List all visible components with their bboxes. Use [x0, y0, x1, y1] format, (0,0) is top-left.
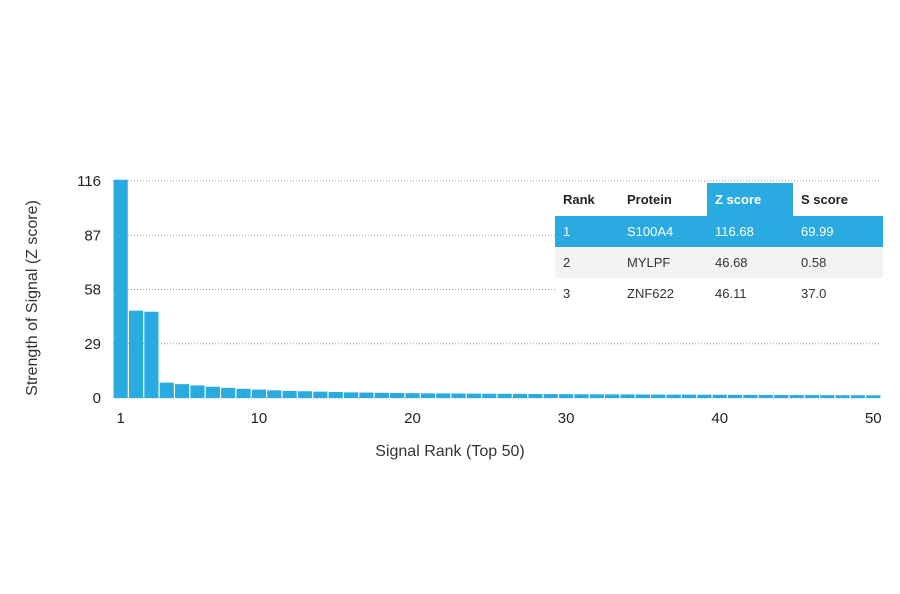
bar [512, 393, 528, 398]
bar [820, 395, 835, 398]
bar [159, 382, 174, 398]
z-score-cell: 116.68 [707, 216, 793, 247]
bar [866, 395, 881, 398]
bar [344, 392, 359, 398]
y-axis-title: Strength of Signal (Z score) [24, 200, 41, 396]
bar [267, 390, 282, 398]
z-score-cell: 46.11 [715, 286, 747, 301]
bar [374, 392, 389, 398]
bar [205, 386, 220, 398]
bar [850, 395, 866, 398]
y-tick-label: 116 [77, 173, 101, 190]
s-score-cell: 69.99 [793, 216, 883, 247]
bar [543, 394, 558, 398]
table-header-row: Rank Protein Z score S score [555, 183, 883, 216]
bar [789, 395, 804, 398]
bar [804, 395, 819, 398]
bar [497, 393, 512, 398]
x-tick-label: 20 [404, 410, 421, 427]
bar [651, 394, 666, 398]
bar [635, 394, 650, 398]
bar [313, 391, 328, 398]
x-tick-label: 40 [711, 410, 728, 427]
s-score-cell: 0.58 [793, 247, 883, 278]
bar [835, 395, 850, 398]
column-header-protein: Protein [627, 192, 672, 207]
bar [681, 394, 697, 398]
bar [589, 394, 604, 398]
x-tick-label: 50 [865, 410, 882, 427]
bar [728, 394, 743, 398]
y-tick-label: 29 [84, 336, 101, 353]
bar [712, 394, 727, 398]
x-tick-labels: 1 10 20 30 40 50 [117, 410, 882, 427]
bar [282, 390, 297, 398]
bar [482, 393, 497, 398]
z-score-cell: 46.68 [707, 247, 793, 278]
bar [113, 179, 128, 398]
protein-cell: ZNF622 [627, 286, 674, 301]
s-score-cell: 37.0 [801, 286, 827, 301]
y-tick-label: 58 [84, 282, 101, 299]
bar [605, 394, 620, 398]
bar [405, 393, 420, 398]
bars [113, 179, 881, 398]
bar [236, 388, 251, 398]
y-tick-label: 87 [84, 227, 101, 244]
y-tick-labels: 0 29 58 87 116 [77, 173, 101, 407]
rank-cell: 1 [555, 216, 619, 247]
bar [390, 392, 405, 398]
bar [436, 393, 451, 398]
bar [420, 393, 435, 398]
protein-cell: MYLPF [619, 247, 707, 278]
protein-cell: S100A4 [619, 216, 707, 247]
table-row: 3 ZNF622 46.11 37.0 [555, 278, 883, 309]
bar [743, 394, 758, 398]
bar [451, 393, 466, 398]
x-axis-title: Signal Rank (Top 50) [375, 443, 524, 460]
bar [221, 387, 236, 398]
bar [559, 394, 574, 398]
table-row: 1 S100A4 116.68 69.99 [555, 216, 883, 247]
y-tick-label: 0 [93, 390, 101, 407]
table-row: 2 MYLPF 46.68 0.58 [555, 247, 883, 278]
column-header-s-score: S score [801, 192, 848, 207]
bar [128, 310, 144, 398]
bar [666, 394, 681, 398]
column-header-z-score: Z score [707, 183, 793, 216]
bar [297, 391, 313, 398]
bar [466, 393, 482, 398]
bar [528, 393, 543, 398]
rank-cell: 3 [563, 286, 571, 301]
bar [574, 394, 589, 398]
bar [175, 384, 190, 398]
bar [620, 394, 635, 398]
bar [774, 394, 789, 398]
x-tick-label: 10 [251, 410, 268, 427]
bar [144, 311, 159, 398]
top-proteins-table: Rank Protein Z score S score 1 S100A4 11… [555, 183, 883, 309]
bar [758, 394, 773, 398]
bar [251, 389, 266, 398]
x-tick-label: 1 [117, 410, 125, 427]
x-tick-label: 30 [558, 410, 575, 427]
bar [190, 385, 205, 398]
rank-cell: 2 [555, 247, 619, 278]
bar [328, 392, 343, 398]
column-header-rank: Rank [563, 192, 595, 207]
bar [697, 394, 712, 398]
bar [359, 392, 374, 398]
